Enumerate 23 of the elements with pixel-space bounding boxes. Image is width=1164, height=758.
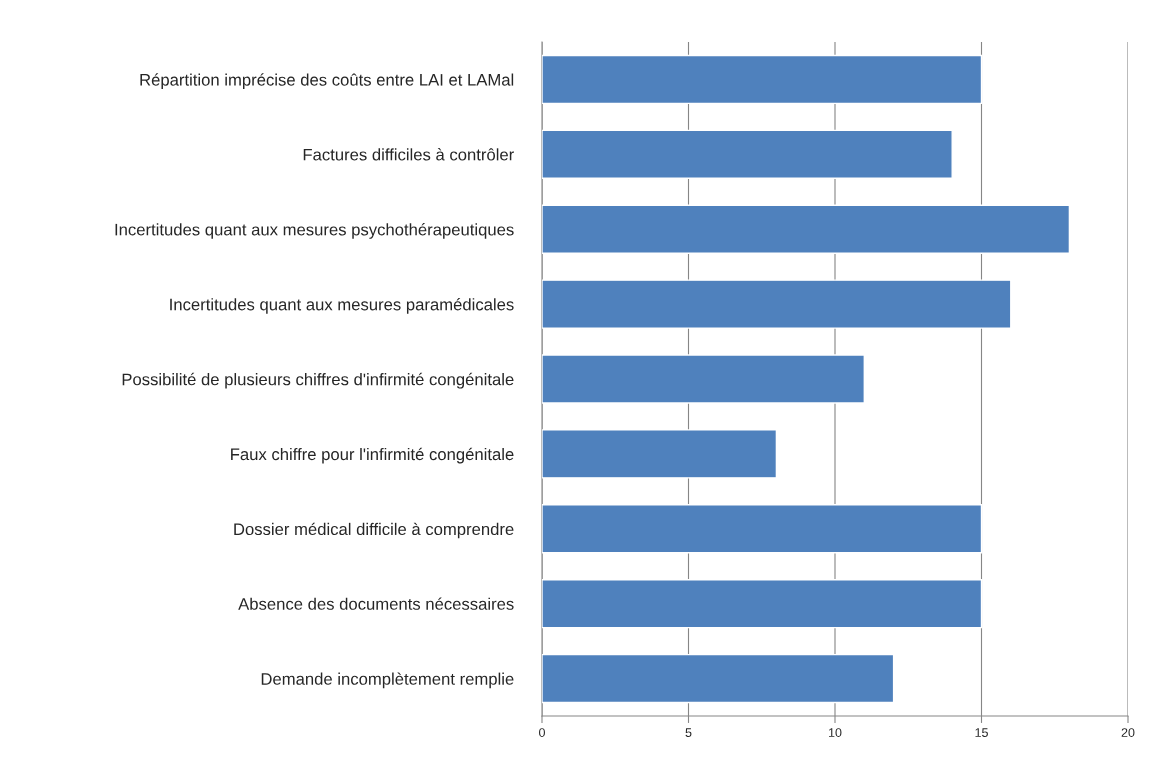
bar bbox=[542, 653, 895, 704]
y-tick-label: Factures difficiles à contrôler bbox=[303, 148, 514, 161]
x-tick-label: 10 bbox=[829, 728, 842, 737]
bar bbox=[542, 129, 953, 179]
bar bbox=[542, 279, 1012, 329]
x-tick-label: 0 bbox=[539, 728, 545, 737]
y-tick-label: Répartition imprécise des coûts entre LAI et LAMal bbox=[140, 73, 514, 90]
bar bbox=[542, 354, 865, 404]
y-tick-label: Faux chiffre pour l'infirmité congénitale bbox=[231, 447, 514, 464]
bar bbox=[542, 504, 983, 554]
y-tick-label: Absence des documents nécessaires bbox=[238, 597, 514, 610]
y-tick-label: Possibilité de plusieurs chiffres d'infirmité congénitale bbox=[122, 372, 514, 389]
bar bbox=[542, 54, 983, 105]
bar bbox=[542, 204, 1071, 254]
bar bbox=[542, 579, 983, 629]
x-tick-label: 20 bbox=[1121, 728, 1135, 737]
y-tick-label: Incertitudes quant aux mesures paramédicales bbox=[170, 297, 514, 314]
bar bbox=[542, 429, 778, 479]
y-tick-label: Dossier médical difficile à comprendre bbox=[234, 522, 514, 539]
x-tick-label: 5 bbox=[685, 728, 692, 737]
y-tick-label: Demande incomplètement remplie bbox=[261, 672, 514, 689]
x-tick-label: 15 bbox=[975, 728, 988, 737]
y-tick-label: Incertitudes quant aux mesures psychothérapeutiques bbox=[115, 223, 514, 239]
